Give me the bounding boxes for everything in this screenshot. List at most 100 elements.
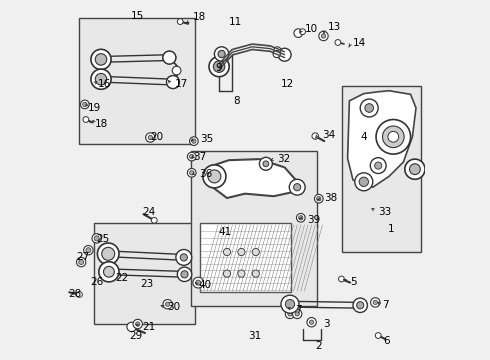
Text: 20: 20: [150, 132, 164, 142]
Circle shape: [321, 34, 326, 38]
Text: 27: 27: [76, 252, 89, 262]
Circle shape: [93, 71, 109, 87]
Text: 11: 11: [229, 17, 243, 27]
Text: 14: 14: [353, 38, 366, 48]
Circle shape: [370, 298, 380, 307]
Circle shape: [76, 292, 82, 297]
Circle shape: [94, 236, 99, 241]
Circle shape: [177, 19, 183, 24]
Text: 29: 29: [129, 330, 142, 341]
Text: 6: 6: [383, 336, 390, 346]
Circle shape: [293, 309, 302, 319]
Text: 40: 40: [198, 280, 212, 290]
Circle shape: [190, 171, 194, 175]
Circle shape: [167, 76, 179, 89]
Circle shape: [374, 162, 382, 169]
Text: 12: 12: [281, 78, 294, 89]
Circle shape: [98, 243, 119, 265]
Circle shape: [360, 99, 378, 117]
Text: 22: 22: [116, 273, 129, 283]
Text: 24: 24: [143, 207, 156, 217]
Circle shape: [238, 248, 245, 256]
Text: 17: 17: [175, 79, 188, 89]
Circle shape: [99, 262, 119, 282]
Circle shape: [163, 51, 176, 64]
Circle shape: [310, 320, 314, 324]
Circle shape: [187, 168, 196, 177]
Text: 13: 13: [328, 22, 341, 32]
Circle shape: [238, 270, 245, 277]
Text: 18: 18: [193, 12, 206, 22]
Circle shape: [172, 66, 181, 75]
Circle shape: [300, 29, 305, 35]
Circle shape: [95, 73, 107, 85]
Circle shape: [263, 161, 269, 167]
Circle shape: [93, 51, 109, 67]
Circle shape: [163, 51, 176, 64]
Text: 15: 15: [131, 11, 144, 21]
Circle shape: [178, 268, 191, 281]
Polygon shape: [213, 159, 299, 198]
Circle shape: [215, 47, 229, 61]
Circle shape: [274, 47, 281, 54]
Circle shape: [133, 319, 143, 329]
Circle shape: [92, 234, 101, 243]
Circle shape: [312, 133, 318, 139]
Circle shape: [223, 248, 231, 256]
Circle shape: [101, 264, 117, 280]
Circle shape: [192, 139, 196, 143]
Text: 26: 26: [90, 276, 103, 287]
Circle shape: [127, 322, 136, 332]
Circle shape: [95, 54, 107, 65]
Circle shape: [315, 194, 323, 203]
Circle shape: [83, 102, 87, 107]
Text: 41: 41: [218, 227, 231, 237]
Circle shape: [136, 322, 140, 326]
Circle shape: [163, 300, 172, 309]
Circle shape: [148, 135, 152, 140]
Text: 4: 4: [360, 132, 367, 142]
Circle shape: [405, 159, 425, 179]
Circle shape: [167, 76, 179, 89]
Text: 31: 31: [248, 330, 262, 341]
Circle shape: [102, 247, 115, 260]
Circle shape: [190, 137, 198, 145]
Circle shape: [282, 296, 298, 312]
Circle shape: [359, 177, 368, 186]
Circle shape: [181, 271, 188, 278]
Circle shape: [83, 117, 89, 122]
Circle shape: [103, 266, 114, 277]
Circle shape: [383, 126, 404, 148]
Circle shape: [357, 302, 364, 309]
Circle shape: [278, 48, 291, 61]
Text: 8: 8: [233, 96, 240, 106]
Text: 30: 30: [168, 302, 181, 312]
Circle shape: [100, 246, 116, 262]
Circle shape: [76, 257, 86, 267]
Polygon shape: [200, 223, 291, 292]
Circle shape: [203, 165, 226, 188]
Circle shape: [375, 333, 381, 338]
Circle shape: [353, 298, 368, 312]
Circle shape: [86, 248, 91, 253]
Text: 1: 1: [388, 224, 394, 234]
Circle shape: [193, 277, 204, 288]
Circle shape: [177, 251, 190, 264]
Bar: [94, 223, 195, 324]
Circle shape: [176, 249, 192, 265]
Circle shape: [213, 61, 225, 72]
Circle shape: [79, 260, 84, 265]
Circle shape: [296, 213, 305, 222]
Circle shape: [273, 50, 280, 58]
Circle shape: [294, 184, 301, 191]
Text: 10: 10: [304, 24, 318, 34]
Text: 16: 16: [98, 79, 111, 89]
Text: 9: 9: [216, 63, 222, 73]
Text: 2: 2: [315, 341, 322, 351]
Text: 28: 28: [69, 289, 82, 300]
Circle shape: [388, 131, 399, 142]
Circle shape: [294, 29, 303, 37]
Circle shape: [259, 157, 272, 170]
Circle shape: [319, 31, 328, 41]
Circle shape: [376, 120, 411, 154]
